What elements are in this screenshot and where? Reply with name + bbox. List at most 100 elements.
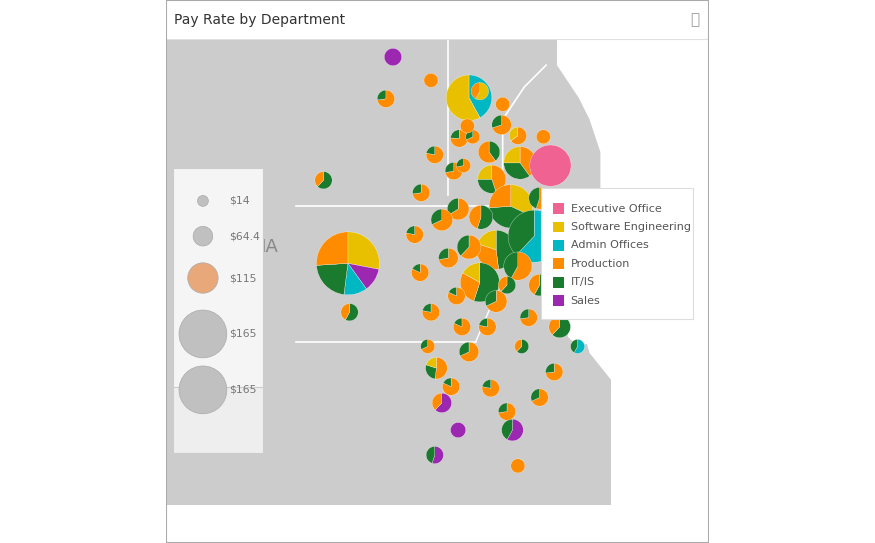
Wedge shape (438, 248, 448, 260)
Wedge shape (549, 316, 560, 335)
Wedge shape (499, 403, 515, 420)
Text: IT/IS: IT/IS (570, 277, 595, 287)
Wedge shape (469, 205, 481, 229)
Wedge shape (536, 130, 550, 144)
Wedge shape (542, 248, 551, 260)
Wedge shape (476, 83, 488, 100)
Wedge shape (449, 198, 469, 220)
Wedge shape (431, 209, 442, 225)
Wedge shape (552, 316, 570, 338)
Wedge shape (413, 184, 430, 201)
Wedge shape (545, 363, 554, 373)
Wedge shape (453, 318, 471, 336)
Wedge shape (479, 318, 487, 327)
Wedge shape (487, 291, 507, 312)
FancyBboxPatch shape (173, 168, 262, 391)
FancyBboxPatch shape (553, 222, 564, 232)
Text: Pay Rate by Department: Pay Rate by Department (174, 12, 346, 27)
Wedge shape (447, 198, 458, 215)
Polygon shape (166, 0, 709, 39)
Wedge shape (461, 235, 481, 259)
Wedge shape (531, 389, 540, 401)
Wedge shape (406, 226, 415, 235)
Text: Production: Production (570, 259, 630, 269)
Wedge shape (317, 263, 348, 295)
Polygon shape (166, 0, 612, 505)
Wedge shape (504, 163, 529, 179)
Wedge shape (426, 146, 444, 163)
Wedge shape (528, 274, 540, 295)
Wedge shape (435, 357, 447, 379)
Wedge shape (377, 90, 395, 108)
Wedge shape (341, 304, 349, 320)
Wedge shape (482, 380, 500, 397)
Wedge shape (457, 159, 464, 167)
Wedge shape (446, 75, 480, 121)
Wedge shape (344, 263, 367, 295)
Wedge shape (466, 130, 480, 144)
Wedge shape (529, 145, 571, 186)
Wedge shape (460, 119, 474, 133)
Wedge shape (520, 147, 536, 176)
Wedge shape (384, 48, 402, 66)
Wedge shape (432, 446, 444, 464)
Text: $64.4: $64.4 (229, 231, 260, 241)
Wedge shape (346, 304, 358, 321)
Wedge shape (457, 159, 471, 173)
Wedge shape (444, 378, 452, 387)
Wedge shape (423, 304, 431, 312)
Wedge shape (463, 263, 480, 282)
Wedge shape (469, 75, 492, 118)
Wedge shape (489, 141, 500, 161)
Circle shape (179, 310, 227, 358)
Circle shape (179, 366, 227, 414)
Wedge shape (412, 184, 421, 194)
Wedge shape (451, 130, 459, 138)
Wedge shape (492, 165, 506, 193)
Wedge shape (454, 318, 462, 327)
Wedge shape (406, 226, 423, 243)
Wedge shape (486, 291, 496, 306)
Wedge shape (474, 263, 500, 302)
Polygon shape (568, 348, 612, 402)
Wedge shape (482, 380, 491, 388)
Wedge shape (499, 276, 507, 292)
Wedge shape (451, 130, 468, 147)
Polygon shape (546, 261, 568, 326)
Wedge shape (348, 232, 380, 269)
Wedge shape (412, 264, 420, 273)
Wedge shape (460, 342, 479, 362)
FancyBboxPatch shape (553, 240, 564, 251)
Wedge shape (377, 90, 386, 100)
Wedge shape (479, 141, 495, 163)
Wedge shape (558, 220, 576, 238)
Wedge shape (508, 210, 534, 255)
Wedge shape (496, 230, 515, 269)
Wedge shape (448, 287, 466, 305)
Wedge shape (318, 172, 332, 189)
Wedge shape (499, 403, 507, 413)
Wedge shape (509, 127, 518, 141)
Wedge shape (457, 235, 469, 256)
Wedge shape (477, 205, 493, 229)
Wedge shape (315, 172, 324, 187)
Wedge shape (504, 147, 520, 163)
Wedge shape (421, 339, 428, 350)
Wedge shape (501, 419, 513, 440)
Text: $115: $115 (229, 273, 256, 283)
Wedge shape (511, 127, 527, 144)
Wedge shape (520, 309, 528, 319)
Wedge shape (511, 459, 525, 473)
Text: $14: $14 (229, 196, 249, 206)
Text: Executive Office: Executive Office (570, 204, 662, 213)
Wedge shape (478, 230, 496, 250)
Wedge shape (511, 252, 532, 280)
Wedge shape (426, 146, 435, 155)
Wedge shape (558, 220, 567, 230)
Wedge shape (536, 187, 550, 209)
Wedge shape (443, 378, 459, 395)
Wedge shape (424, 73, 438, 87)
Wedge shape (348, 263, 379, 289)
Wedge shape (511, 185, 533, 216)
Wedge shape (471, 83, 480, 99)
